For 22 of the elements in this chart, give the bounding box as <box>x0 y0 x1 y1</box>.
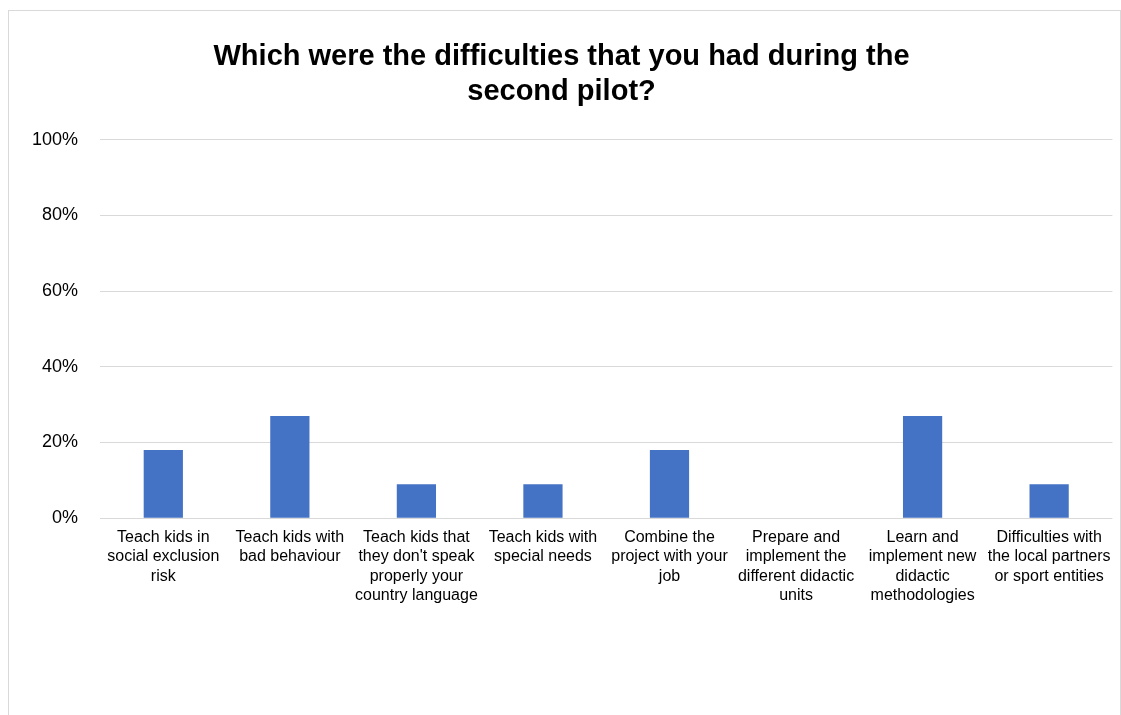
bar <box>143 450 183 518</box>
bar <box>902 415 943 518</box>
bar <box>649 450 690 518</box>
x-tick-label: Combine the project with your job <box>611 528 729 584</box>
x-tick-label: Teach kids that they don't speak properly your country language <box>355 528 478 603</box>
y-tick-label: 20% <box>42 431 79 452</box>
y-tick-label: 40% <box>42 355 79 376</box>
y-tick-label: 80% <box>42 204 79 225</box>
x-tick-label: Teach kids with bad behaviour <box>235 528 345 565</box>
x-tick-label: Prepare and implement the different didactic units <box>737 528 855 603</box>
bar <box>523 484 563 518</box>
x-tick-label: Teach kids with special needs <box>488 528 598 565</box>
y-tick-label: 100% <box>31 128 79 149</box>
x-tick-label: Difficulties with the local partners or sport entities <box>987 528 1111 584</box>
x-tick-label: Teach kids in social exclusion risk <box>107 528 220 584</box>
bar <box>1029 484 1069 518</box>
bar <box>396 484 437 518</box>
chart-title: Which were the difficulties that you had during the second pilot? <box>213 39 910 107</box>
bar <box>270 415 310 518</box>
y-tick-label: 60% <box>42 280 79 301</box>
x-tick-label: Learn and implement new didactic methodologies <box>868 528 977 603</box>
y-tick-label: 0% <box>52 507 79 528</box>
